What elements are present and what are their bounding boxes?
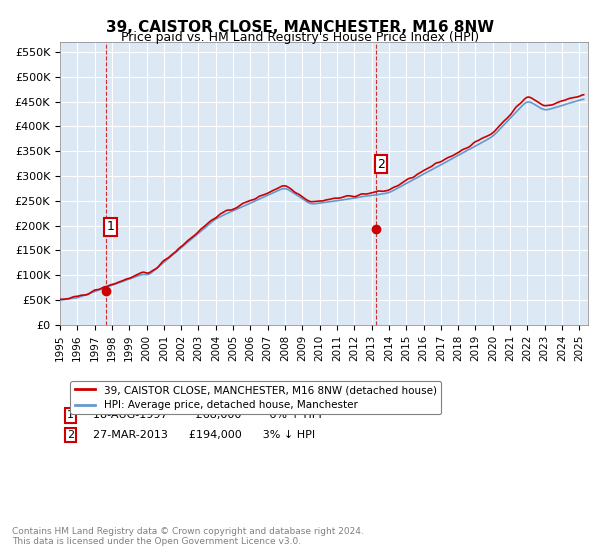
Text: Price paid vs. HM Land Registry's House Price Index (HPI): Price paid vs. HM Land Registry's House … bbox=[121, 31, 479, 44]
Text: 39, CAISTOR CLOSE, MANCHESTER, M16 8NW: 39, CAISTOR CLOSE, MANCHESTER, M16 8NW bbox=[106, 20, 494, 35]
Legend: 39, CAISTOR CLOSE, MANCHESTER, M16 8NW (detached house), HPI: Average price, det: 39, CAISTOR CLOSE, MANCHESTER, M16 8NW (… bbox=[70, 381, 441, 414]
Text: 2: 2 bbox=[377, 157, 385, 171]
Text: 18-AUG-1997        £68,000        6% ↑ HPI: 18-AUG-1997 £68,000 6% ↑ HPI bbox=[86, 410, 322, 421]
Text: Contains HM Land Registry data © Crown copyright and database right 2024.
This d: Contains HM Land Registry data © Crown c… bbox=[12, 526, 364, 546]
Text: 27-MAR-2013      £194,000      3% ↓ HPI: 27-MAR-2013 £194,000 3% ↓ HPI bbox=[86, 430, 316, 440]
Text: 1: 1 bbox=[107, 220, 115, 233]
Text: 2: 2 bbox=[67, 430, 74, 440]
Text: 1: 1 bbox=[67, 410, 74, 421]
